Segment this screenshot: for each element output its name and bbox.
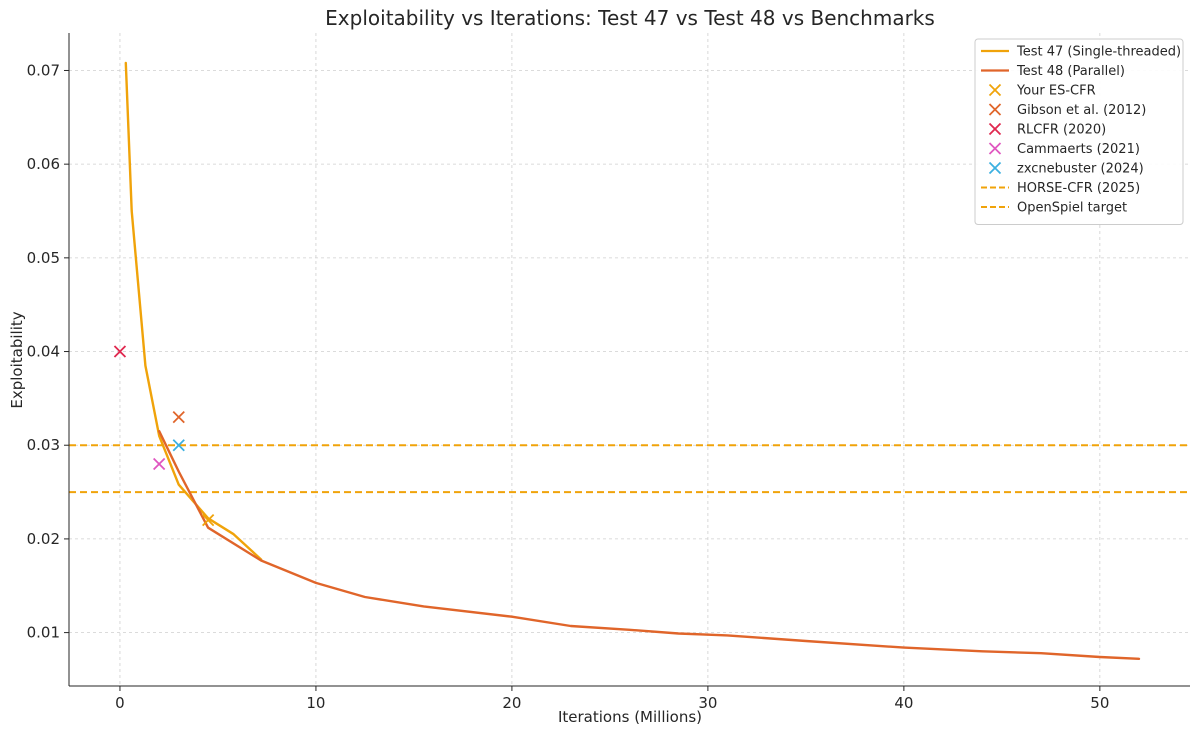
marker-stroke [153, 457, 166, 471]
legend-swatch [988, 161, 1002, 175]
legend: Test 47 (Single-threaded) Test 48 (Parall… [974, 38, 1184, 225]
legend-label: Your ES-CFR [1016, 84, 1096, 99]
marker-stroke [202, 514, 215, 527]
legend-item: Cammaerts (2021) [988, 142, 1140, 157]
marker-stroke [113, 345, 127, 358]
marker-stroke [172, 410, 185, 424]
chart-title: Exploitability vs Iterations: Test 47 vs… [325, 6, 935, 30]
benchmark-marker [172, 410, 185, 424]
legend-label: Cammaerts (2021) [1017, 142, 1140, 157]
legend-item: zxcnebuster (2024) [988, 161, 1144, 177]
legend-swatch [988, 122, 1002, 136]
y-tick-label: 0.04 [27, 343, 60, 361]
x-tick-label: 10 [306, 694, 325, 712]
legend-label: Test 48 (Parallel) [1016, 64, 1125, 79]
x-tick-label: 50 [1090, 694, 1109, 712]
benchmark-marker [113, 345, 127, 358]
legend-item: HORSE-CFR (2025) [981, 181, 1140, 196]
benchmark-markers [113, 345, 215, 527]
x-tick-label: 20 [502, 694, 521, 712]
ticks: 0 10 20 30 40 50 0.01 0.02 0.03 0.04 0.05 0.06 0.07 [27, 61, 1110, 712]
legend-item: Gibson et al. (2012) [988, 103, 1146, 118]
legend-swatch [988, 83, 1002, 97]
series-lines [124, 61, 1141, 660]
grid-layer [69, 33, 1190, 686]
legend-swatch [988, 103, 1002, 116]
legend-swatch [988, 142, 1002, 155]
legend-box [974, 38, 1184, 225]
legend-item: RLCFR (2020) [988, 122, 1106, 138]
y-tick-label: 0.02 [27, 530, 60, 548]
series-line [157, 430, 1141, 660]
legend-label: RLCFR (2020) [1017, 123, 1106, 138]
legend-label: Test 47 (Single-threaded) [1016, 45, 1181, 60]
x-tick-label: 40 [894, 694, 913, 712]
y-axis-label: Exploitability [8, 311, 26, 408]
y-tick-label: 0.06 [27, 155, 60, 173]
series-line [124, 61, 263, 561]
marker-stroke [172, 439, 185, 452]
benchmark-marker [153, 457, 166, 471]
y-tick-label: 0.05 [27, 249, 60, 267]
benchmark-marker [172, 439, 185, 452]
legend-label: Gibson et al. (2012) [1017, 103, 1146, 118]
legend-item: Test 47 (Single-threaded) [981, 45, 1181, 60]
y-tick-label: 0.03 [27, 436, 60, 454]
y-tick-label: 0.07 [27, 61, 60, 79]
x-tick-label: 0 [115, 694, 125, 712]
axes [68, 33, 1190, 687]
y-tick-label: 0.01 [27, 624, 60, 642]
legend-label: HORSE-CFR (2025) [1017, 181, 1140, 196]
legend-label: zxcnebuster (2024) [1017, 162, 1144, 177]
x-axis-label: Iterations (Millions) [558, 708, 702, 726]
legend-item: OpenSpiel target [981, 201, 1127, 216]
legend-item: Your ES-CFR [988, 83, 1096, 99]
reference-lines [69, 444, 1190, 494]
benchmark-marker [202, 514, 215, 527]
legend-label: OpenSpiel target [1017, 201, 1127, 216]
legend-item: Test 48 (Parallel) [981, 64, 1125, 79]
x-tick-label: 30 [698, 694, 717, 712]
